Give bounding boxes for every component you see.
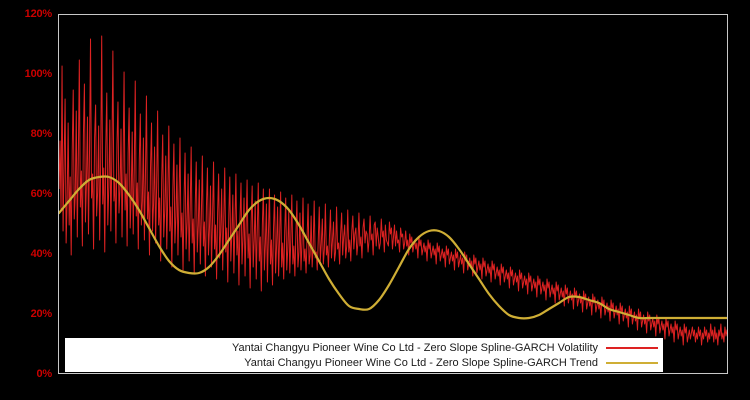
plot-area: [58, 14, 728, 374]
y-axis-tick-120: 120%: [24, 8, 53, 20]
y-axis-tick-100: 100%: [24, 68, 53, 80]
volatility-series-line: [59, 35, 727, 346]
legend-label-trend: Yantai Changyu Pioneer Wine Co Ltd - Zer…: [244, 356, 598, 369]
legend-swatch-trend: [606, 361, 658, 364]
legend: Yantai Changyu Pioneer Wine Co Ltd - Zer…: [65, 338, 663, 372]
y-axis-tick-60: 60%: [30, 188, 53, 200]
legend-swatch-volatility: [606, 346, 658, 349]
legend-label-volatility: Yantai Changyu Pioneer Wine Co Ltd - Zer…: [231, 341, 598, 354]
y-axis-tick-labels: 0% 20% 40% 60% 80% 100% 120%: [0, 0, 58, 400]
legend-entry-trend: Yantai Changyu Pioneer Wine Co Ltd - Zer…: [70, 355, 658, 370]
y-axis-tick-80: 80%: [30, 128, 53, 140]
trend-series-line: [59, 175, 727, 320]
legend-entry-volatility: Yantai Changyu Pioneer Wine Co Ltd - Zer…: [70, 340, 658, 355]
series-canvas: [59, 35, 727, 346]
y-axis-tick-40: 40%: [30, 248, 53, 260]
y-axis-tick-0: 0%: [36, 368, 53, 380]
y-axis-tick-20: 20%: [30, 308, 53, 320]
